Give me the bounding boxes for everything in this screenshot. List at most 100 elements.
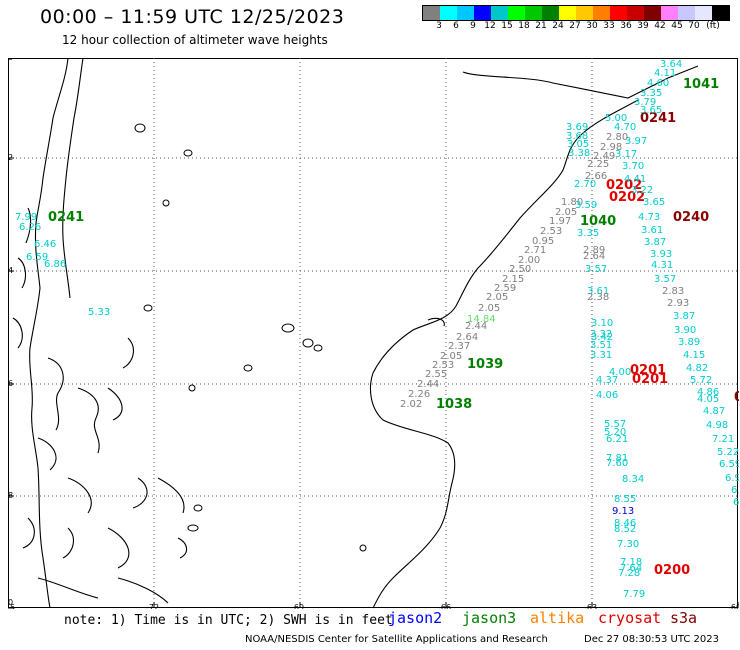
coastline	[67, 387, 100, 514]
color-scale-label: 45	[671, 21, 683, 31]
color-swatch	[525, 6, 542, 20]
wave-height-value: 8.34	[622, 474, 644, 485]
satellite-cryosat: cryosat	[598, 609, 662, 627]
satellite-s3a: s3a	[670, 609, 698, 627]
color-swatch	[474, 6, 491, 20]
island	[162, 199, 170, 207]
wave-height-value: 4.86	[697, 387, 719, 398]
wave-height-value: 2.49	[593, 151, 615, 162]
wave-height-value: 6.46	[34, 239, 56, 250]
wave-height-value: 3.87	[644, 237, 666, 248]
pass-id-label: 1039	[467, 357, 503, 372]
color-scale-label: 6	[453, 21, 459, 31]
wave-height-value: 5.20	[604, 427, 626, 438]
wave-height-value: 8.55	[614, 494, 636, 505]
color-scale-label: 24	[552, 21, 564, 31]
wave-height-value: 5.00	[605, 113, 627, 124]
wave-height-value: 7.79	[623, 589, 645, 600]
wave-height-value: 2.64	[583, 251, 605, 262]
color-scale-label: 12	[484, 21, 496, 31]
pass-id-label: 0240	[673, 210, 709, 225]
island	[243, 364, 253, 372]
wave-height-value: 2.80	[606, 132, 628, 143]
wave-height-value: 3.57	[654, 274, 676, 285]
island	[187, 524, 199, 532]
wave-height-value: 4.06	[596, 390, 618, 401]
wave-height-value: 5.22	[717, 447, 739, 458]
pass-id-label: 1040	[580, 214, 616, 229]
color-swatch	[644, 6, 661, 20]
color-swatch	[491, 6, 508, 20]
wave-height-value: 3.90	[674, 325, 696, 336]
wave-height-value: 1.80	[561, 197, 583, 208]
color-swatch	[576, 6, 593, 20]
wave-height-value: 2.89	[583, 245, 605, 256]
coastline	[37, 357, 64, 471]
wave-height-value: 3.42	[591, 332, 613, 343]
wave-height-value: 4.60	[647, 78, 669, 89]
wave-height-value: 2.64	[456, 332, 478, 343]
wave-height-value: 2.15	[502, 274, 524, 285]
lat-label: -44	[8, 266, 13, 275]
wave-height-value: 8.52	[614, 524, 636, 535]
wave-height-value: 7.81	[606, 453, 628, 464]
pass-id-label: 1038	[436, 397, 472, 412]
wave-height-value: 4.05	[697, 394, 719, 405]
wave-height-value: 8.46	[614, 518, 636, 529]
pass-id-label: 0241	[640, 111, 676, 126]
lat-label: -48	[8, 491, 13, 500]
color-swatch	[627, 6, 644, 20]
wave-height-value: 4.11	[654, 68, 676, 79]
wave-height-value: 0.95	[532, 236, 554, 247]
coastline	[157, 477, 185, 514]
wave-height-value: 3.69	[566, 122, 588, 133]
wave-height-value: 3.61	[641, 225, 663, 236]
wave-height-value: 2.05	[478, 303, 500, 314]
wave-height-value: 6.21	[606, 434, 628, 445]
wave-height-value: 4.31	[651, 260, 673, 271]
wave-height-value: 4.73	[638, 212, 660, 223]
island	[302, 338, 314, 348]
wave-height-value: 2.53	[540, 226, 562, 237]
color-scale-label: 36	[620, 21, 632, 31]
island	[188, 384, 196, 392]
lat-label: -46	[8, 379, 13, 388]
color-scale-label: 27	[569, 21, 581, 31]
wave-height-value: 5.72	[690, 375, 712, 386]
wave-height-value: 4.37	[596, 375, 618, 386]
wave-height-value: 7.18	[620, 557, 642, 568]
wave-height-value: 5.57	[604, 419, 626, 430]
wave-height-value: 2.93	[667, 298, 689, 309]
color-scale-labels: 3 6 9 12 15 18 21 24 27 30 33 36 39 42 45 70 (ft)	[422, 21, 728, 33]
map-subtitle: 12 hour collection of altimeter wave hei…	[62, 33, 328, 47]
lon-label: -75	[8, 603, 15, 609]
wave-height-value: 3.65	[640, 105, 662, 116]
wave-height-value: 4.98	[706, 420, 728, 431]
wave-height-value: 2.66	[585, 171, 607, 182]
wave-height-value: 14.84	[467, 314, 496, 325]
wave-height-value: 6.59	[26, 252, 48, 263]
wave-height-value: 3.70	[622, 161, 644, 172]
wave-height-value: 3.93	[650, 249, 672, 260]
wave-height-value: 2.55	[425, 369, 447, 380]
wave-height-value: 3.64	[660, 59, 682, 70]
lon-label: -72	[146, 603, 159, 609]
color-scale-label: 3	[436, 21, 442, 31]
wave-height-value: 2.53	[432, 360, 454, 371]
island	[143, 304, 153, 312]
wave-height-value: 2.38	[587, 292, 609, 303]
pass-id-label: 0201	[632, 372, 668, 387]
wave-height-value: 2.05	[486, 292, 508, 303]
satellite-jason2: jason2	[388, 609, 443, 627]
coastline	[369, 65, 699, 609]
island	[134, 123, 146, 133]
lat-label: -50	[8, 598, 13, 607]
color-scale-label: 18	[518, 21, 530, 31]
color-swatch	[610, 6, 627, 20]
wave-height-value: 4.15	[683, 350, 705, 361]
coastline	[37, 577, 169, 604]
coastline	[22, 517, 74, 559]
island	[281, 323, 295, 333]
wave-height-value: 3.38	[568, 148, 590, 159]
coastline	[62, 58, 84, 299]
